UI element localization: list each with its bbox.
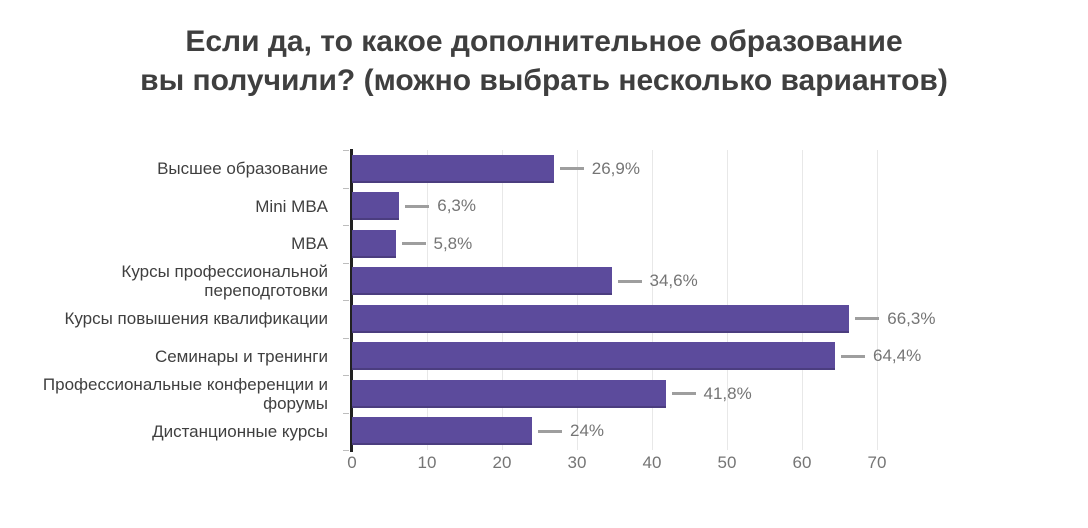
gridline [502, 150, 503, 450]
value-label: 41,8% [703, 383, 752, 403]
category-axis: Высшее образование Mini MBA MBA Курсы профе… [0, 150, 340, 450]
y-axis-tick [343, 187, 349, 189]
x-tick-label: 0 [347, 453, 357, 472]
category-label: Высшее образование [157, 159, 328, 179]
bar-1 [352, 154, 554, 183]
category-label: Дистанционные курсы [152, 421, 328, 441]
y-axis-tick [343, 150, 349, 151]
x-tick-label: 20 [492, 453, 512, 472]
value-callout: 24% [532, 413, 604, 451]
x-tick-label: 60 [792, 453, 812, 472]
value-callout: 6,3% [399, 188, 476, 226]
bar-row: 66,3% [352, 300, 935, 338]
x-tick-label: 70 [867, 453, 887, 472]
bar-row: 5,8% [352, 225, 877, 263]
value-label: 24% [570, 421, 605, 441]
category-label: MBA [291, 234, 328, 254]
bar-5 [352, 304, 850, 333]
y-axis-tick [343, 412, 349, 414]
bar-4 [352, 267, 612, 295]
chart-title-line-1: Если да, то какое дополнительное образов… [185, 25, 903, 58]
gridline [802, 150, 803, 450]
category-label: Профессиональные конференции и форумы [42, 374, 328, 413]
callout-connector-line [401, 242, 426, 246]
y-axis-tick [343, 300, 349, 301]
value-callout: 41,8% [666, 375, 752, 413]
value-label: 34,6% [649, 271, 698, 291]
x-tick-label: 50 [717, 453, 737, 472]
value-callout: 26,9% [554, 150, 640, 188]
category-label: Семинары и тренинги [154, 346, 328, 366]
value-label: 6,3% [437, 196, 476, 216]
bar-row: 41,8% [352, 375, 877, 413]
x-tick-label: 30 [567, 453, 587, 472]
bar-7 [352, 379, 666, 408]
bar-row: 34,6% [352, 263, 877, 301]
bar-3 [352, 229, 396, 258]
callout-connector-line [841, 354, 865, 358]
bar-row: 26,9% [352, 150, 877, 188]
y-axis-tick [343, 375, 349, 376]
value-callout: 66,3% [849, 300, 935, 338]
x-tick-label: 10 [417, 453, 437, 472]
y-axis-line [350, 149, 353, 452]
bar-row: 64,4% [352, 338, 921, 376]
value-callout: 5,8% [396, 225, 473, 263]
value-callout: 64,4% [835, 338, 921, 376]
y-axis-tick [343, 225, 349, 226]
callout-connector-line [559, 167, 584, 171]
callout-connector-line [405, 204, 430, 208]
gridline [877, 150, 878, 450]
category-label: Курсы профессиональной переподготовки [121, 262, 328, 301]
value-label: 64,4% [873, 346, 922, 366]
value-callout: 34,6% [612, 263, 698, 301]
gridline [652, 150, 653, 450]
y-axis-tick [343, 450, 349, 451]
bar-6 [352, 342, 835, 370]
callout-connector-line [617, 279, 642, 283]
value-label: 26,9% [591, 158, 640, 178]
bar-row: 24% [352, 413, 877, 451]
callout-connector-line [855, 317, 880, 321]
callout-connector-line [671, 392, 696, 396]
value-label: 5,8% [433, 233, 473, 253]
y-axis-tick [343, 262, 349, 264]
gridline [727, 150, 728, 450]
callout-connector-line [538, 429, 562, 433]
bar-row: 6,3% [352, 188, 877, 226]
gridline [577, 150, 578, 450]
value-label: 66,3% [887, 308, 936, 328]
x-tick-label: 40 [642, 453, 662, 472]
gridline [427, 150, 428, 450]
category-label: Курсы повышения квалификации [64, 309, 328, 329]
chart-title: Если да, то какое дополнительное образов… [0, 22, 1088, 100]
additional-education-bar-chart: 26,9% 6,3% 5,8% 34,6% 66,3% 64,4% 41,8% 24% [343, 149, 935, 452]
category-label: Mini MBA [255, 196, 328, 216]
bar-2 [352, 192, 400, 220]
bar-8 [352, 417, 532, 445]
x-axis-tick-labels: 0 10 20 30 40 50 60 70 [347, 453, 886, 475]
chart-title-line-2: вы получили? (можно выбрать несколько ва… [140, 64, 948, 97]
y-axis-tick [343, 337, 349, 339]
